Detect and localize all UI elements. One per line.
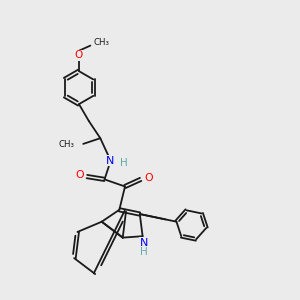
Text: O: O: [144, 173, 153, 183]
Text: N: N: [106, 156, 115, 166]
Text: O: O: [75, 50, 83, 60]
Text: CH₃: CH₃: [58, 140, 75, 149]
Text: CH₃: CH₃: [93, 38, 109, 46]
Text: H: H: [140, 247, 148, 257]
Text: H: H: [120, 158, 128, 168]
Text: N: N: [140, 238, 148, 248]
Text: O: O: [75, 170, 84, 180]
